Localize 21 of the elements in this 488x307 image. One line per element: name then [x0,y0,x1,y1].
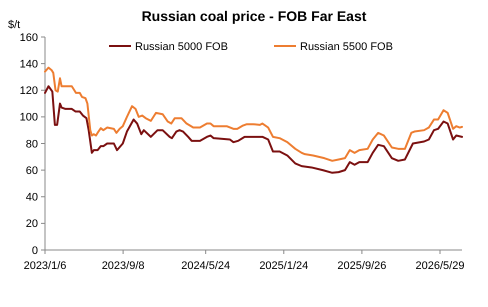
chart-title: Russian coal price - FOB Far East [142,8,367,24]
line-series [44,85,463,174]
y-tick-label: 60 [26,164,38,177]
y-tick-label: 40 [26,192,38,204]
y-tick-label: 120 [20,85,38,98]
y-tick-label: 100 [20,112,38,124]
y-axis-title: $/t [8,19,20,31]
y-tick-label: 160 [20,32,38,44]
x-tick-label: 2025/9/26 [337,260,386,272]
x-tick-label: 2026/5/29 [416,260,464,272]
legend-label: Russian 5500 FOB [300,40,393,53]
y-tick-label: 20 [26,218,38,230]
x-tick-label: 2024/5/24 [181,260,230,272]
legend-label: Russian 5000 FOB [135,40,228,53]
x-tick-label: 2023/1/6 [24,260,66,272]
y-tick-label: 0 [32,244,38,257]
line-series [44,66,463,162]
x-tick-label: 2025/1/24 [259,260,308,272]
y-tick-label: 140 [20,58,38,70]
y-tick-label: 80 [26,138,38,150]
x-tick-label: 2023/9/8 [102,260,145,272]
